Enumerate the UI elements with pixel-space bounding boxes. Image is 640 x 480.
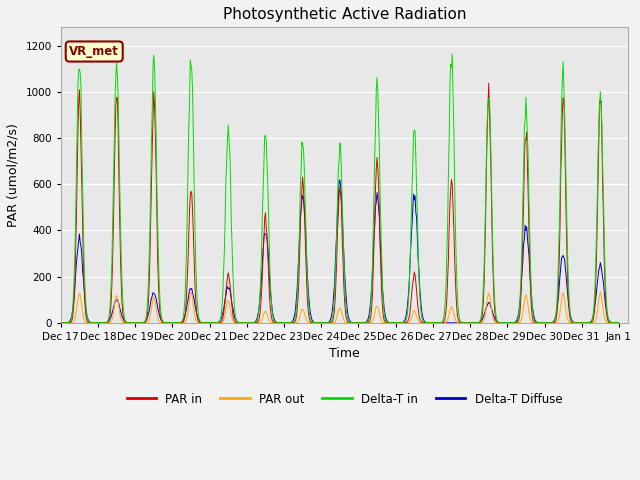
Y-axis label: PAR (umol/m2/s): PAR (umol/m2/s) [7,123,20,227]
X-axis label: Time: Time [329,348,360,360]
Legend: PAR in, PAR out, Delta-T in, Delta-T Diffuse: PAR in, PAR out, Delta-T in, Delta-T Dif… [122,388,567,410]
Title: Photosynthetic Active Radiation: Photosynthetic Active Radiation [223,7,467,22]
Text: VR_met: VR_met [69,45,119,58]
